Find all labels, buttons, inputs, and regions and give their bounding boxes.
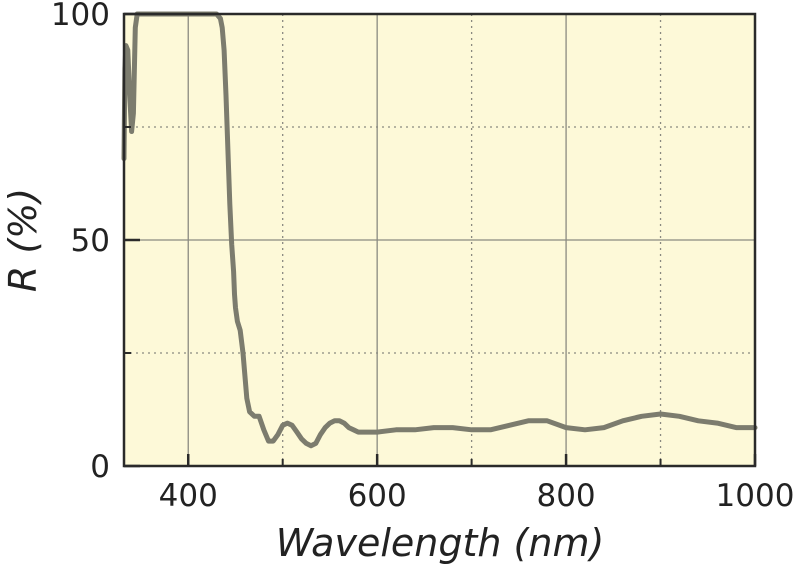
x-tick-label: 600 bbox=[348, 478, 407, 514]
x-axis-label: Wavelength (nm) bbox=[276, 521, 605, 565]
y-axis-label: R (%) bbox=[1, 188, 45, 292]
y-tick-label: 0 bbox=[90, 449, 110, 485]
x-tick-label: 800 bbox=[536, 478, 595, 514]
tick-labels: 400 600 800 1000 0 50 100 bbox=[51, 0, 795, 514]
axis-ticks bbox=[124, 12, 757, 468]
y-tick-label: 50 bbox=[71, 223, 110, 259]
x-tick-label: 1000 bbox=[716, 478, 795, 514]
y-tick-label: 100 bbox=[51, 0, 110, 33]
x-tick-label: 400 bbox=[159, 478, 218, 514]
